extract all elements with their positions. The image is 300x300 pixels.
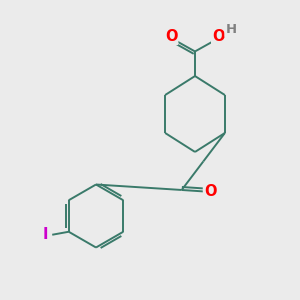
Text: H: H (225, 23, 237, 36)
Text: O: O (212, 29, 225, 44)
Text: I: I (43, 227, 48, 242)
Text: O: O (165, 29, 177, 44)
Text: O: O (204, 184, 216, 199)
